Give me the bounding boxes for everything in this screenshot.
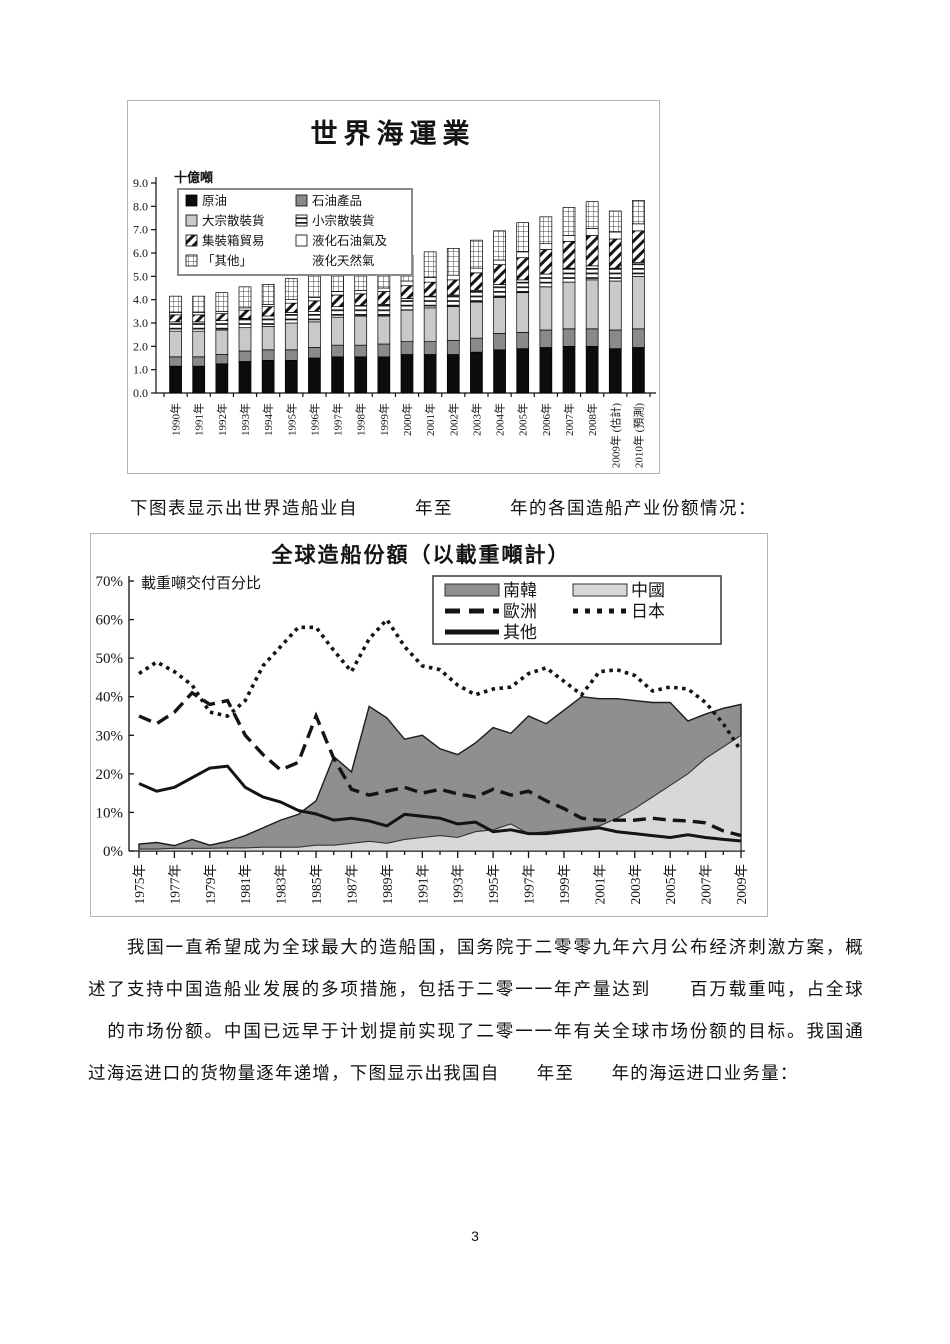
chart1-unit-label: 十億噸 (174, 170, 213, 185)
chart1-legend-label: 「其他」 (202, 254, 252, 268)
shipbuilding-share-chart-svg: 全球造船份額（以載重噸計） 0% 10% 20% 30% 40% 50% 60% 70% 載重噸交… (96, 543, 750, 905)
chart1-x-tick: 1999年 (377, 403, 391, 436)
chart1-legend-label: 大宗散裝貨 (202, 213, 265, 228)
chart1-x-tick: 2005年 (516, 403, 530, 436)
chart2-x-tick: 2005年 (663, 864, 678, 905)
page-number: 3 (471, 1228, 479, 1244)
chart1-y-tick: 2.0 (133, 339, 148, 353)
china-area (138, 734, 742, 852)
chart1-legend-label: 液化天然氣 (312, 253, 375, 268)
chart2-x-tick: 1991年 (415, 864, 430, 905)
chart1-y-tick: 4.0 (133, 293, 148, 307)
chart2-y-tick: 70% (96, 574, 124, 590)
world-shipping-chart-svg: 世界海運業 0.0 1.0 2.0 3.0 4.0 5.0 6.0 7.0 8.0 9.0 十億噸 19… (133, 119, 656, 468)
body-paragraph-line-4: 过海运进口的货物量逐年递增，下图显示出我国自 年至 年的海运进口业务量： (88, 1063, 799, 1083)
chart2-x-tick: 1999年 (557, 864, 572, 905)
chart2-title: 全球造船份額（以載重噸計） (271, 543, 571, 567)
chart2-y-tick: 60% (96, 613, 124, 629)
chart1-y-tick: 0.0 (133, 386, 148, 400)
body-paragraph-line-2: 述了支持中国造船业发展的多项措施，包括于二零一一年产量达到 百万载重吨，占全球 (88, 979, 864, 999)
chart2-y-tick: 50% (96, 651, 124, 667)
chart1-x-tick: 2009年 (估計) (608, 403, 622, 468)
chart2-x-tick: 1993年 (451, 864, 466, 905)
chart1-x-tick: 2006年 (539, 403, 553, 436)
europe-line (138, 690, 742, 838)
chart2-y-tick: 10% (96, 805, 124, 821)
chart1-legend-label: 集裝箱貿易 (202, 233, 265, 248)
chart2-x-tick: 1989年 (380, 864, 395, 905)
chart1-x-tick: 1998年 (354, 403, 368, 436)
body-paragraph-line-3: 的市场份额。中国已远早于计划提前实现了二零一一年有关全球市场份额的目标。我国通 (88, 1021, 864, 1041)
chart1-y-tick: 1.0 (133, 363, 148, 377)
chart1-x-tick: 1997年 (331, 403, 345, 436)
chart2-legend-others: 其他 (503, 623, 537, 642)
chart1-title: 世界海運業 (311, 119, 476, 149)
chart1-x-tick: 2002年 (446, 403, 460, 436)
chart1-x-tick: 2000年 (400, 403, 414, 436)
chart2-x-tick: 2009年 (734, 864, 749, 905)
chart1-x-tick: 1995年 (284, 403, 298, 436)
chart2-x-tick: 1987年 (344, 864, 359, 905)
chart1-legend-label: 液化石油氣及 (312, 233, 388, 248)
chart1-content: 世界海運業 0.0 1.0 2.0 3.0 4.0 5.0 6.0 7.0 8.0 9.0 十億噸 19… (133, 119, 656, 468)
chart2-y-tick: 30% (96, 728, 124, 744)
chart2-content: 全球造船份額（以載重噸計） 0% 10% 20% 30% 40% 50% 60% 70% 載重噸交… (96, 543, 750, 905)
chart1-x-tick: 2010年 (預測) (631, 403, 645, 468)
chart1-y-tick: 6.0 (133, 246, 148, 260)
chart1-x-tick: 1996年 (307, 403, 321, 436)
chart2-x-tick: 1985年 (309, 864, 324, 905)
body-paragraph: 我国一直希望成为全球最大的造船国，国务院于二零零九年六月公布经济刺激方案，概 述… (88, 926, 864, 1094)
chart1-legend-label: 石油產品 (312, 193, 362, 208)
chart1-x-tick: 2001年 (423, 403, 437, 436)
chart1-x-labels: 1990年 1991年 1992年 1993年 1994年 1995年 1996年 1997年… (169, 403, 646, 468)
chart2-x-tick: 1983年 (274, 864, 289, 905)
chart2-x-tick: 2003年 (628, 864, 643, 905)
chart1-x-tick: 2007年 (562, 403, 576, 436)
chart1-x-tick: 1991年 (192, 403, 206, 436)
chart1-y-tick: 7.0 (133, 223, 148, 237)
chart2-y-tick: 0% (103, 844, 123, 860)
chart1-x-tick: 1992年 (215, 403, 229, 436)
others-line (138, 764, 742, 843)
chart2-x-tick: 1979年 (203, 864, 218, 905)
chart2-x-tick: 2007年 (699, 864, 714, 905)
shipbuilding-share-chart: 全球造船份額（以載重噸計） 0% 10% 20% 30% 40% 50% 60% 70% 載重噸交… (90, 533, 768, 917)
chart1-bars (169, 200, 645, 394)
chart2-y-tick: 40% (96, 690, 124, 706)
chart1-x-tick: 2004年 (493, 403, 507, 436)
chart2-x-labels: 1975年 1977年 1979年 1981年 1983年 1985年 1987年 1989年… (132, 864, 749, 905)
chart1-y-tick: 3.0 (133, 316, 148, 330)
chart1-legend-label: 原油 (202, 194, 227, 208)
chart2-legend-china: 中國 (631, 581, 665, 600)
chart1-y-tick: 8.0 (133, 199, 148, 213)
chart2-x-tick: 1995年 (486, 864, 501, 905)
chart1-legend-label: 小宗散裝貨 (312, 213, 375, 228)
chart2-x-tick: 1981年 (238, 864, 253, 905)
chart1-x-tick: 1990年 (169, 403, 183, 436)
japan-line (138, 616, 743, 752)
chart1-x-tick: 1994年 (261, 403, 275, 436)
chart1-x-tick: 2003年 (469, 403, 483, 436)
chart2-x-tick: 1997年 (522, 864, 537, 905)
chart1-x-tick: 1993年 (238, 403, 252, 436)
chart2-y-tick: 20% (96, 767, 124, 783)
chart2-legend-korea: 南韓 (503, 581, 537, 600)
chart2-x-tick: 2001年 (592, 864, 607, 905)
chart2-y-axis-label: 載重噸交付百分比 (141, 574, 261, 592)
chart1-y-tick: 5.0 (133, 269, 148, 283)
chart1-y-tick: 9.0 (133, 176, 148, 190)
korea-area (138, 695, 742, 852)
chart1-x-tick: 2008年 (585, 403, 599, 436)
chart2-x-tick: 1977年 (167, 864, 182, 905)
chart2-legend-japan: 日本 (631, 602, 665, 621)
caption-shipbuilding: 下图表显示出世界造船业自 年至 年的各国造船产业份额情况： (130, 498, 757, 518)
body-paragraph-line-1: 我国一直希望成为全球最大的造船国，国务院于二零零九年六月公布经济刺激方案，概 (88, 937, 864, 957)
chart2-x-tick: 1975年 (132, 864, 147, 905)
chart2-legend-europe: 歐洲 (503, 602, 537, 621)
world-shipping-chart: 世界海運業 0.0 1.0 2.0 3.0 4.0 5.0 6.0 7.0 8.0 9.0 十億噸 19… (127, 100, 660, 474)
